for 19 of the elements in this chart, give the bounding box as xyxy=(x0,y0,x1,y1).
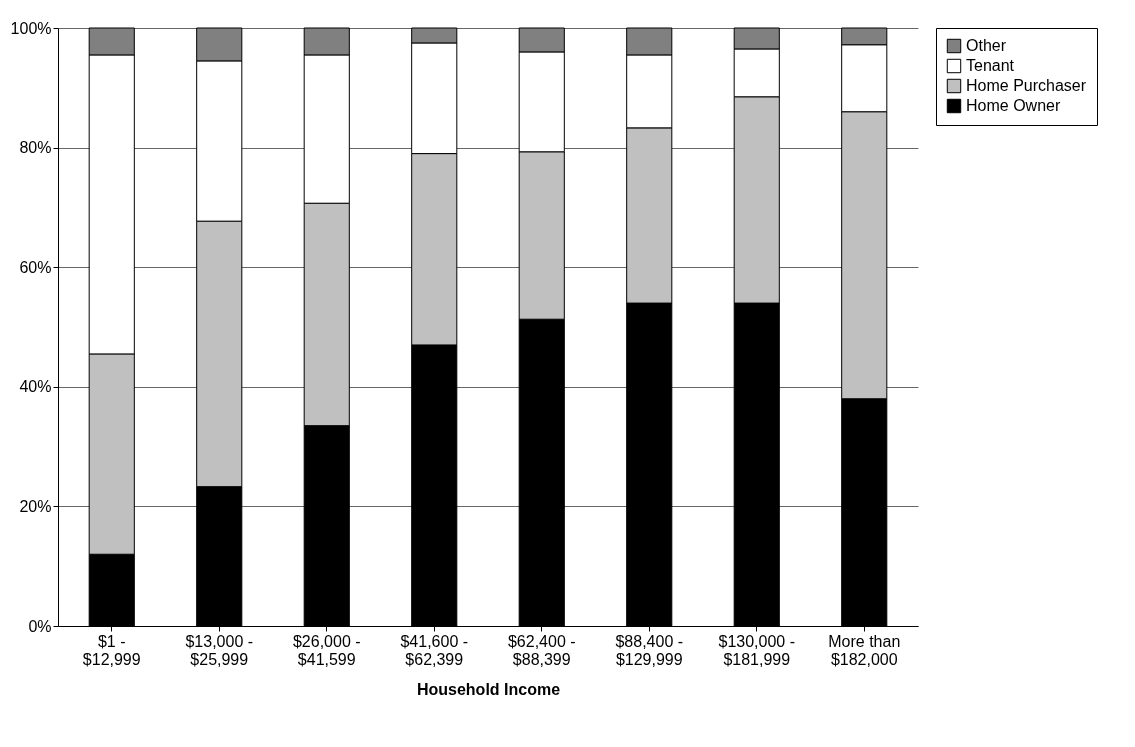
y-tick-label: 0% xyxy=(28,617,52,635)
x-tick-label: $41,600 - $62,399 xyxy=(400,632,469,668)
legend-label: Tenant xyxy=(966,57,1015,74)
x-tick-label: $88,400 - $129,999 xyxy=(615,632,684,668)
y-tick-label: 20% xyxy=(19,497,52,515)
legend-label: Home Owner xyxy=(966,97,1061,114)
y-tick-label: 60% xyxy=(19,258,52,276)
y-tick-label: 40% xyxy=(19,378,52,396)
x-tick-label: $62,400 - $88,399 xyxy=(507,632,576,668)
legend-label: Home Purchaser xyxy=(966,77,1087,94)
x-tick-label: $1 - $12,999 xyxy=(82,632,141,668)
x-tick-label: More than $182,000 xyxy=(828,632,901,668)
y-tick-label: 100% xyxy=(10,19,52,37)
y-tick-label: 80% xyxy=(19,139,52,157)
x-tick-label: $26,000 - $41,599 xyxy=(292,632,361,668)
x-tick-label: $13,000 - $25,999 xyxy=(185,632,254,668)
x-axis-title: Household Income xyxy=(416,680,561,698)
x-tick-label: $130,000 - $181,999 xyxy=(718,632,796,668)
legend-label: Other xyxy=(966,37,1007,54)
